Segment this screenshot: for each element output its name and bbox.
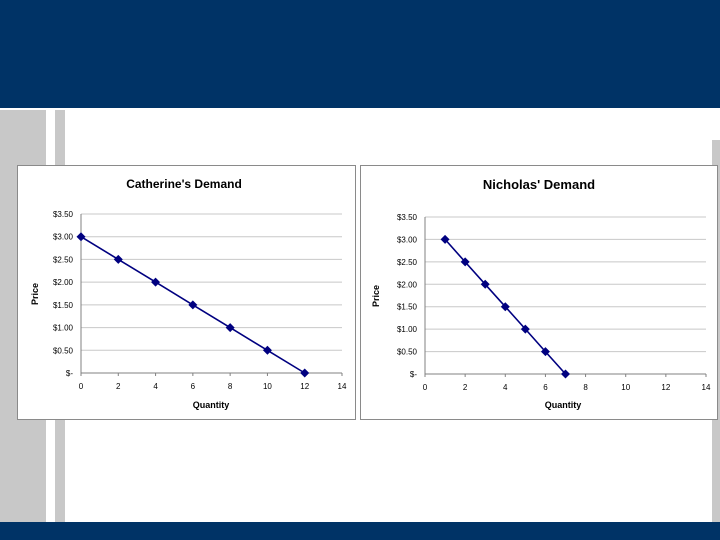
y-tick-label: $3.50 <box>397 213 418 222</box>
data-point <box>440 234 450 244</box>
y-tick-label: $1.50 <box>397 303 418 312</box>
x-tick-label: 12 <box>300 382 309 391</box>
data-point <box>500 302 510 312</box>
data-point <box>225 323 235 333</box>
data-point <box>300 368 310 378</box>
x-tick-label: 0 <box>423 383 428 392</box>
y-tick-label: $1.00 <box>397 325 418 334</box>
data-point <box>480 279 490 289</box>
y-tick-label: $2.00 <box>53 278 74 287</box>
y-tick-label: $0.50 <box>397 348 418 357</box>
header-band <box>0 0 720 108</box>
x-tick-label: 8 <box>228 382 233 391</box>
x-tick-label: 0 <box>79 382 84 391</box>
data-point <box>262 345 272 355</box>
y-tick-label: $3.00 <box>397 235 418 244</box>
data-point <box>561 369 570 379</box>
chart-title: Catherine's Demand <box>126 177 242 191</box>
catherine-demand-chart: Catherine's Demand Price Quantity $- $0.5… <box>17 165 356 420</box>
x-tick-label: 12 <box>661 383 670 392</box>
x-tick-label: 6 <box>543 383 548 392</box>
x-tick-label: 10 <box>621 383 630 392</box>
y-tick-label: $2.00 <box>397 280 418 289</box>
footer-band <box>0 522 720 540</box>
x-tick-label: 6 <box>191 382 196 391</box>
y-tick-label: $- <box>66 369 73 378</box>
catherine-demand-svg: Catherine's Demand Price Quantity $- $0.5… <box>30 177 347 410</box>
y-tick-label: $1.00 <box>53 324 74 333</box>
data-point <box>520 324 530 334</box>
data-point <box>113 254 123 264</box>
y-tick-label: $0.50 <box>53 346 74 355</box>
x-tick-label: 14 <box>338 382 347 391</box>
y-tick-label: $2.50 <box>53 255 74 264</box>
x-axis-label: Quantity <box>193 400 230 410</box>
y-tick-label: $2.50 <box>397 258 418 267</box>
nicholas-demand-chart: Nicholas' Demand Price Quantity $- $0.50 $… <box>360 165 718 420</box>
x-tick-label: 8 <box>583 383 588 392</box>
y-tick-label: $1.50 <box>53 301 74 310</box>
x-tick-label: 4 <box>153 382 158 391</box>
x-tick-label: 2 <box>116 382 121 391</box>
y-axis-label: Price <box>30 283 40 305</box>
y-tick-label: $- <box>410 370 417 379</box>
data-point <box>188 300 198 310</box>
x-tick-label: 4 <box>503 383 508 392</box>
y-tick-label: $3.00 <box>53 233 74 242</box>
data-point <box>76 232 86 242</box>
x-tick-label: 2 <box>463 383 468 392</box>
x-tick-label: 10 <box>263 382 272 391</box>
chart-title: Nicholas' Demand <box>483 177 595 192</box>
y-axis-label: Price <box>371 285 381 307</box>
x-axis-label: Quantity <box>545 400 582 410</box>
data-point <box>540 347 550 357</box>
y-tick-label: $3.50 <box>53 210 74 219</box>
nicholas-demand-svg: Nicholas' Demand Price Quantity $- $0.50 $… <box>371 177 711 410</box>
data-point <box>460 257 470 267</box>
data-point <box>151 277 161 287</box>
x-tick-label: 14 <box>702 383 711 392</box>
